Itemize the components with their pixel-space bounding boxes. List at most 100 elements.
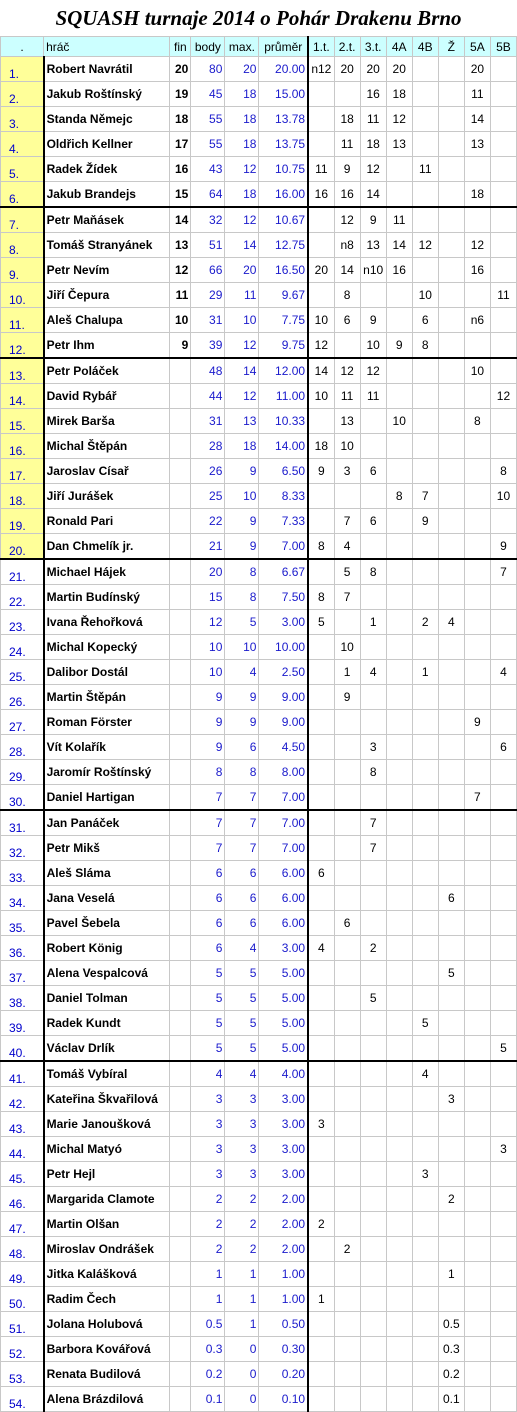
cell-avg: 3.00	[258, 1086, 310, 1112]
cell-max: 7	[224, 784, 260, 811]
cell-round-6	[437, 985, 465, 1011]
cell-fin	[169, 408, 192, 434]
cell-round-5	[411, 558, 439, 585]
cell-round-6	[437, 307, 465, 333]
cell-round-2: 5	[333, 558, 361, 585]
cell-rank: 34.	[0, 885, 45, 911]
cell-name: Jaromír Roštínský	[42, 759, 171, 785]
cell-round-6	[437, 106, 465, 132]
cell-fin	[169, 584, 192, 610]
cell-round-8	[489, 759, 517, 785]
cell-round-7	[463, 508, 491, 534]
cell-round-7	[463, 935, 491, 961]
cell-round-6	[437, 784, 465, 811]
table-row: 49. Jitka Kalášková 1 1 1.00 1	[0, 1261, 517, 1287]
cell-name: Miroslav Ondrášek	[42, 1236, 171, 1262]
cell-avg: 0.50	[258, 1311, 310, 1337]
table-row: 10. Jiří Čepura 11 29 11 9.67 8 10 11	[0, 282, 517, 308]
cell-round-2	[333, 609, 361, 635]
cell-round-7	[463, 1111, 491, 1137]
cell-round-6	[437, 910, 465, 936]
cell-max: 0	[224, 1361, 260, 1387]
cell-round-7	[463, 483, 491, 509]
cell-rank: 9.	[0, 257, 45, 283]
cell-round-3	[359, 584, 387, 610]
cell-round-3	[359, 709, 387, 735]
cell-avg: 2.00	[258, 1186, 310, 1212]
cell-round-5	[411, 206, 439, 233]
cell-max: 13	[224, 408, 260, 434]
cell-fin	[169, 709, 192, 735]
cell-round-4	[385, 458, 413, 484]
cell-round-7	[463, 1336, 491, 1362]
cell-name: Radek Kundt	[42, 1010, 171, 1036]
cell-round-1	[307, 885, 335, 911]
cell-body: 31	[190, 307, 226, 333]
cell-round-3	[359, 784, 387, 811]
cell-avg: 3.00	[258, 1111, 310, 1137]
cell-body: 64	[190, 181, 226, 208]
cell-round-6	[437, 634, 465, 660]
table-row: 24. Michal Kopecký 10 10 10.00 10	[0, 634, 517, 660]
cell-round-1	[307, 1261, 335, 1287]
cell-round-2	[333, 1286, 361, 1312]
cell-max: 18	[224, 433, 260, 459]
cell-fin	[169, 1361, 192, 1387]
cell-round-7	[463, 533, 491, 560]
cell-round-7	[463, 1261, 491, 1287]
cell-max: 9	[224, 533, 260, 560]
cell-round-1	[307, 985, 335, 1011]
cell-body: 10	[190, 634, 226, 660]
cell-round-3: 8	[359, 759, 387, 785]
table-row: 26. Martin Štěpán 9 9 9.00 9	[0, 684, 517, 710]
cell-round-3	[359, 1286, 387, 1312]
cell-fin: 13	[169, 232, 192, 258]
cell-name: Jolana Holubová	[42, 1311, 171, 1337]
cell-rank: 21.	[0, 558, 45, 585]
cell-round-4: 20	[385, 56, 413, 82]
cell-round-2	[333, 709, 361, 735]
cell-rank: 40.	[0, 1035, 45, 1062]
cell-round-8	[489, 257, 517, 283]
cell-max: 1	[224, 1286, 260, 1312]
cell-round-1	[307, 1161, 335, 1187]
cell-body: 2	[190, 1186, 226, 1212]
cell-round-4	[385, 1286, 413, 1312]
cell-round-1: 4	[307, 935, 335, 961]
cell-name: Jaroslav Císař	[42, 458, 171, 484]
cell-body: 43	[190, 156, 226, 182]
cell-fin	[169, 1010, 192, 1036]
cell-round-7: 13	[463, 131, 491, 157]
cell-name: Renata Budilová	[42, 1361, 171, 1387]
cell-name: Michal Matyó	[42, 1136, 171, 1162]
cell-round-3	[359, 1386, 387, 1412]
cell-round-1: 9	[307, 458, 335, 484]
cell-round-5: 4	[411, 1060, 439, 1087]
cell-round-8	[489, 1010, 517, 1036]
table-row: 1. Robert Navrátil 20 80 20 20.00 n12 20 20 20 20	[0, 56, 517, 82]
cell-rank: 46.	[0, 1186, 45, 1212]
cell-round-2	[333, 809, 361, 836]
cell-max: 10	[224, 307, 260, 333]
cell-avg: 16.00	[258, 181, 310, 208]
cell-round-3: 6	[359, 508, 387, 534]
cell-round-1: 16	[307, 181, 335, 208]
cell-round-7: 20	[463, 56, 491, 82]
cell-max: 3	[224, 1086, 260, 1112]
cell-round-7	[463, 156, 491, 182]
cell-round-6	[437, 935, 465, 961]
cell-fin	[169, 1161, 192, 1187]
cell-body: 3	[190, 1136, 226, 1162]
table-row: 29. Jaromír Roštínský 8 8 8.00 8	[0, 759, 517, 785]
cell-body: 5	[190, 1010, 226, 1036]
cell-max: 9	[224, 709, 260, 735]
cell-name: Martin Štěpán	[42, 684, 171, 710]
cell-round-1: 8	[307, 584, 335, 610]
cell-name: Ivana Řehořková	[42, 609, 171, 635]
cell-round-6	[437, 584, 465, 610]
cell-round-5	[411, 458, 439, 484]
cell-round-5	[411, 56, 439, 82]
header-row: . hráč fin body max. průměr 1.t. 2.t. 3.…	[0, 36, 517, 57]
cell-round-3	[359, 282, 387, 308]
cell-round-1	[307, 81, 335, 107]
